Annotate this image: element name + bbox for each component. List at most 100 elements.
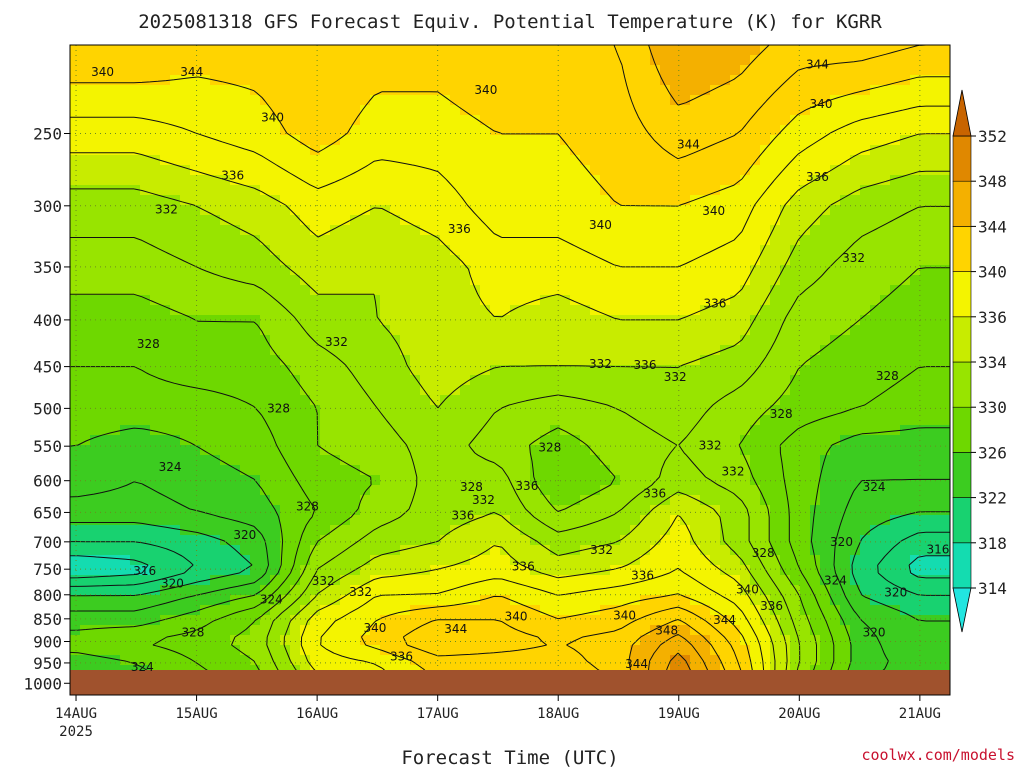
heatmap-cell	[210, 365, 221, 376]
heatmap-cell	[220, 305, 231, 316]
heatmap-cell	[630, 125, 641, 136]
heatmap-cell	[420, 65, 431, 76]
heatmap-cell	[820, 95, 831, 106]
heatmap-cell	[90, 575, 101, 586]
heatmap-cell	[660, 155, 671, 166]
heatmap-cell	[290, 595, 301, 606]
heatmap-cell	[520, 215, 531, 226]
heatmap-cell	[360, 505, 371, 516]
heatmap-cell	[620, 525, 631, 536]
heatmap-cell	[340, 75, 351, 86]
heatmap-cell	[360, 635, 371, 646]
heatmap-cell	[180, 255, 191, 266]
heatmap-cell	[670, 595, 681, 606]
heatmap-cell	[590, 155, 601, 166]
heatmap-cell	[500, 205, 511, 216]
heatmap-cell	[480, 95, 491, 106]
heatmap-cell	[420, 85, 431, 96]
heatmap-cell	[710, 385, 721, 396]
heatmap-cell	[320, 415, 331, 426]
heatmap-cell	[780, 85, 791, 96]
heatmap-cell	[490, 645, 501, 656]
heatmap-cell	[770, 385, 781, 396]
heatmap-cell	[120, 605, 131, 616]
heatmap-cell	[400, 615, 411, 626]
heatmap-cell	[540, 125, 551, 136]
heatmap-cell	[710, 485, 721, 496]
heatmap-cell	[730, 175, 741, 186]
heatmap-cell	[470, 45, 481, 56]
heatmap-cell	[640, 195, 651, 206]
heatmap-cell	[300, 65, 311, 76]
heatmap-cell	[770, 455, 781, 466]
heatmap-cell	[430, 385, 441, 396]
heatmap-cell	[630, 365, 641, 376]
heatmap-cell	[100, 255, 111, 266]
heatmap-cell	[200, 635, 211, 646]
heatmap-cell	[790, 435, 801, 446]
heatmap-cell	[760, 635, 771, 646]
heatmap-cell	[560, 75, 571, 86]
heatmap-cell	[460, 65, 471, 76]
heatmap-cell	[360, 355, 371, 366]
heatmap-cell	[740, 455, 751, 466]
heatmap-cell	[780, 555, 791, 566]
heatmap-cell	[810, 605, 821, 616]
heatmap-cell	[70, 645, 81, 656]
heatmap-cell	[200, 645, 211, 656]
heatmap-cell	[320, 625, 331, 636]
heatmap-cell	[510, 145, 521, 156]
heatmap-cell	[150, 465, 161, 476]
heatmap-cell	[580, 505, 591, 516]
heatmap-cell	[730, 595, 741, 606]
heatmap-cell	[500, 225, 511, 236]
heatmap-cell	[430, 55, 441, 66]
heatmap-cell	[290, 455, 301, 466]
heatmap-cell	[830, 405, 841, 416]
heatmap-cell	[470, 305, 481, 316]
heatmap-cell	[140, 135, 151, 146]
heatmap-cell	[250, 655, 261, 666]
heatmap-cell	[370, 305, 381, 316]
heatmap-cell	[220, 205, 231, 216]
heatmap-cell	[370, 345, 381, 356]
heatmap-cell	[100, 385, 111, 396]
heatmap-cell	[370, 355, 381, 366]
heatmap-cell	[190, 275, 201, 286]
heatmap-cell	[690, 385, 701, 396]
heatmap-cell	[390, 265, 401, 276]
heatmap-cell	[660, 645, 671, 656]
heatmap-cell	[110, 85, 121, 96]
heatmap-cell	[530, 455, 541, 466]
heatmap-cell	[150, 395, 161, 406]
heatmap-cell	[300, 355, 311, 366]
heatmap-cell	[560, 375, 571, 386]
heatmap-cell	[750, 95, 761, 106]
heatmap-cell	[640, 125, 651, 136]
heatmap-cell	[170, 355, 181, 366]
heatmap-cell	[720, 635, 731, 646]
heatmap-cell	[280, 175, 291, 186]
heatmap-cell	[330, 655, 341, 666]
heatmap-cell	[420, 515, 431, 526]
heatmap-cell	[360, 385, 371, 396]
heatmap-cell	[200, 515, 211, 526]
heatmap-cell	[130, 155, 141, 166]
heatmap-cell	[140, 455, 151, 466]
heatmap-cell	[460, 495, 471, 506]
heatmap-cell	[70, 335, 81, 346]
heatmap-cell	[820, 245, 831, 256]
heatmap-cell	[340, 95, 351, 106]
heatmap-cell	[430, 575, 441, 586]
heatmap-cell	[450, 575, 461, 586]
heatmap-cell	[450, 505, 461, 516]
heatmap-cell	[650, 345, 661, 356]
heatmap-cell	[430, 545, 441, 556]
heatmap-cell	[650, 295, 661, 306]
heatmap-cell	[240, 175, 251, 186]
heatmap-cell	[560, 305, 571, 316]
heatmap-cell	[140, 575, 151, 586]
heatmap-cell	[600, 495, 611, 506]
heatmap-cell	[280, 185, 291, 196]
heatmap-cell	[130, 75, 141, 86]
